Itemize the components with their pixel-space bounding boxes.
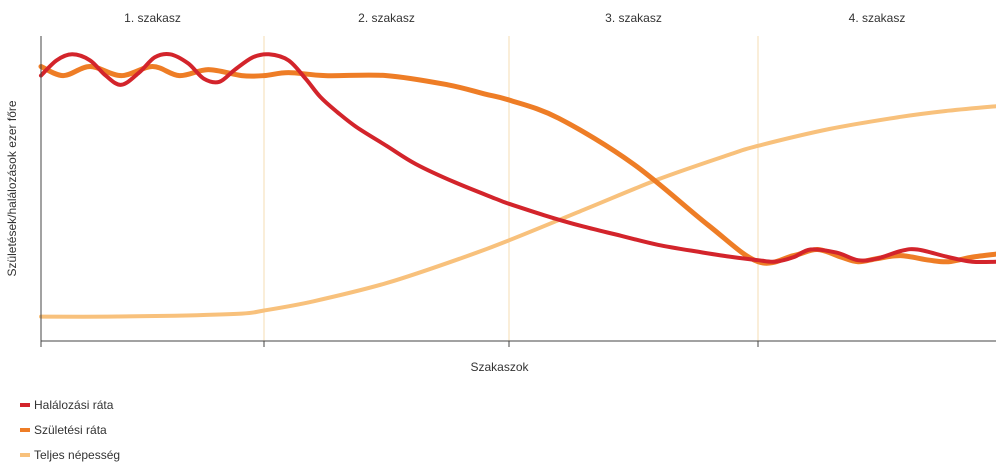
y-axis-title: Születések/halálozások ezer főre <box>5 100 19 276</box>
series-line-death-rate <box>39 51 996 265</box>
stage-label-2: 2. szakasz <box>358 11 415 25</box>
stage-label-4: 4. szakasz <box>849 11 906 25</box>
legend-label-total-population: Teljes népesség <box>34 448 121 462</box>
legend-swatch-birth-rate <box>20 428 30 432</box>
stage-label-1: 1. szakasz <box>124 11 181 25</box>
series-line-total-population <box>39 104 996 319</box>
stage-labels: 1. szakasz 2. szakasz 3. szakasz 4. szakasz <box>124 11 905 25</box>
stage-divider-lines <box>263 36 759 341</box>
legend-item-birth-rate: Születési ráta <box>20 421 120 439</box>
x-axis-ticks <box>40 341 759 347</box>
legend-item-death-rate: Halálozási ráta <box>20 396 120 414</box>
legend-swatch-death-rate <box>20 403 30 407</box>
series-line-birth-rate <box>38 64 996 266</box>
series-lines <box>38 51 996 319</box>
legend-item-total-population: Teljes népesség <box>20 446 120 464</box>
legend-label-birth-rate: Születési ráta <box>34 423 107 437</box>
legend-swatch-total-population <box>20 453 30 457</box>
legend-label-death-rate: Halálozási ráta <box>34 398 114 412</box>
stage-label-3: 3. szakasz <box>605 11 662 25</box>
chart-legend: Halálozási ráta Születési ráta Teljes né… <box>20 396 120 471</box>
x-axis-title: Szakaszok <box>470 360 529 374</box>
